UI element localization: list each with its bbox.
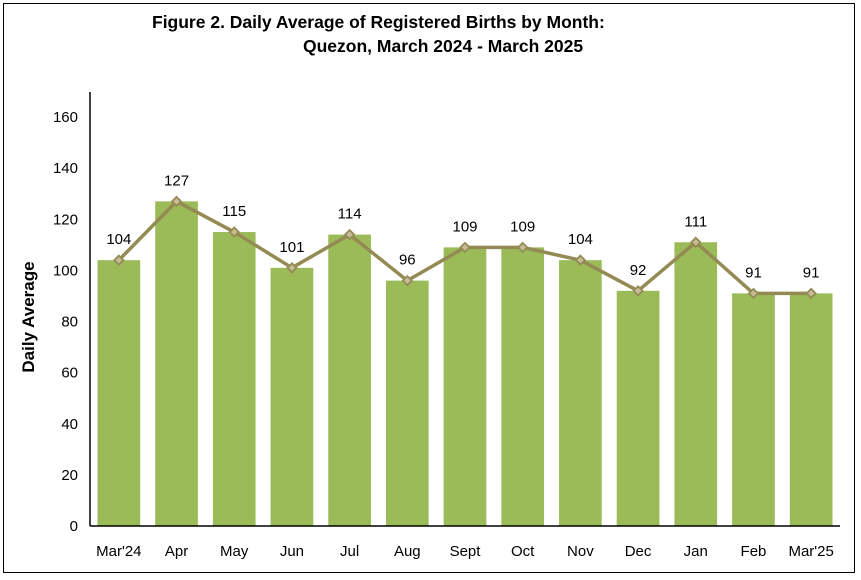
line-marker — [459, 241, 471, 254]
x-axis-ticks: Mar'24 Apr May Jun Jul Aug Sept Oct Nov Dec Jan Feb… — [96, 543, 834, 560]
line-marker — [401, 274, 414, 287]
chart-subtitle: Quezon, March 2024 - March 2025 — [303, 36, 584, 56]
x-tick-label: May — [220, 543, 249, 560]
y-tick-label: 40 — [61, 416, 78, 433]
x-tick-label: Apr — [165, 543, 188, 560]
x-tick-label: Aug — [394, 543, 421, 560]
data-label: 115 — [222, 203, 246, 220]
x-tick-label: Mar'25 — [788, 543, 833, 560]
y-tick-label: 100 — [53, 262, 78, 279]
bar — [328, 234, 371, 526]
line-marker — [689, 236, 702, 249]
y-tick-label: 60 — [61, 365, 78, 382]
data-label: 127 — [164, 172, 189, 189]
line-marker — [228, 226, 241, 238]
x-tick-label: Nov — [567, 543, 594, 560]
bar — [212, 232, 256, 526]
data-label: 109 — [452, 218, 477, 235]
line-marker — [632, 285, 644, 297]
data-label: 91 — [745, 264, 762, 281]
x-tick-label: Sept — [450, 543, 482, 560]
bars — [97, 201, 833, 526]
x-tick-label: Jul — [340, 543, 359, 560]
bar — [789, 293, 833, 526]
bar — [155, 201, 198, 526]
data-labels: 104 127 115 101 114 96 109 109 104 92 111 91 91 — [106, 172, 819, 281]
x-tick-label: Feb — [741, 543, 767, 560]
y-tick-label: 120 — [53, 211, 78, 228]
y-axis-label: Daily Average — [19, 261, 38, 372]
line-marker — [343, 228, 356, 241]
x-tick-label: Mar'24 — [96, 543, 141, 560]
line-marker — [574, 254, 587, 266]
data-label: 91 — [803, 264, 820, 281]
bar — [443, 247, 487, 526]
line-marker — [516, 241, 529, 254]
x-tick-label: Jun — [280, 543, 304, 560]
y-tick-label: 140 — [53, 160, 78, 177]
x-tick-label: Dec — [625, 543, 652, 560]
data-label: 92 — [630, 262, 647, 279]
data-label: 111 — [684, 213, 707, 230]
line-marker — [286, 262, 298, 274]
bar — [97, 260, 141, 526]
y-axis-ticks: 0 20 40 60 80 100 120 140 160 — [53, 109, 78, 535]
bar — [501, 247, 545, 526]
line-marker — [170, 195, 183, 208]
data-label: 104 — [568, 231, 593, 248]
bar — [732, 293, 775, 526]
data-label: 104 — [106, 231, 131, 248]
y-tick-label: 80 — [61, 314, 78, 331]
y-tick-label: 160 — [53, 109, 78, 126]
x-tick-label: Oct — [511, 543, 535, 560]
bar — [559, 260, 602, 526]
bar — [385, 280, 429, 526]
data-label: 114 — [338, 206, 362, 223]
bar — [270, 267, 314, 526]
line-marker — [747, 287, 760, 300]
x-tick-label: Jan — [684, 543, 708, 560]
bar — [616, 290, 660, 526]
line-marker — [805, 287, 817, 300]
line-marker — [113, 254, 125, 266]
data-label: 109 — [510, 218, 535, 235]
data-label: 96 — [399, 252, 416, 269]
line-series — [113, 195, 817, 300]
bar — [674, 242, 718, 526]
data-label: 101 — [279, 239, 304, 256]
y-tick-label: 0 — [70, 518, 78, 535]
chart-title-line1: Figure 2. Daily Average of Registered Bi… — [152, 12, 605, 32]
y-tick-label: 20 — [61, 467, 78, 484]
